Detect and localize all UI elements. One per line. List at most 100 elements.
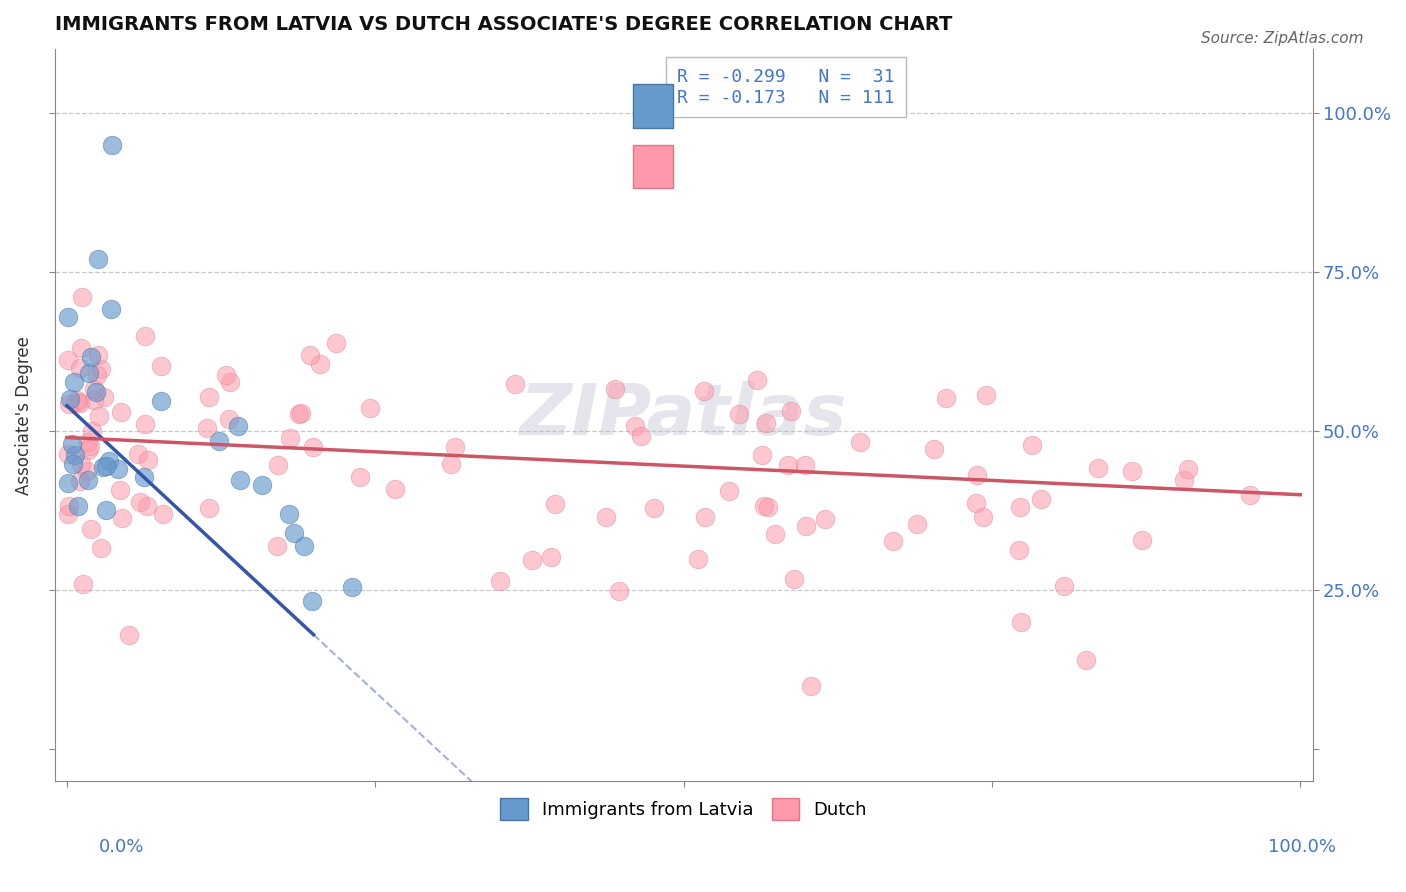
Point	[96, 459, 118, 474]
Point	[359, 401, 381, 415]
Point	[965, 496, 987, 510]
Point	[101, 137, 124, 152]
Point	[693, 384, 716, 398]
Point	[924, 442, 946, 457]
Point	[58, 500, 80, 514]
Point	[77, 366, 100, 380]
Point	[56, 447, 79, 461]
Point	[128, 494, 150, 508]
Point	[250, 478, 273, 492]
Point	[974, 388, 997, 402]
Point	[229, 473, 252, 487]
Point	[283, 525, 305, 540]
Point	[935, 392, 957, 406]
Point	[814, 511, 837, 525]
Point	[630, 429, 652, 443]
Point	[299, 348, 322, 362]
Point	[118, 628, 141, 642]
Point	[218, 412, 240, 426]
Point	[219, 376, 242, 390]
Point	[540, 550, 562, 565]
Point	[693, 509, 716, 524]
Point	[93, 390, 115, 404]
Point	[77, 473, 100, 487]
Point	[90, 541, 112, 555]
Point	[80, 350, 103, 364]
FancyBboxPatch shape	[633, 145, 673, 188]
Point	[67, 395, 90, 409]
Text: ZIPatlas: ZIPatlas	[520, 381, 848, 450]
Point	[340, 580, 363, 594]
Point	[717, 484, 740, 499]
Point	[544, 497, 567, 511]
Point	[80, 522, 103, 536]
Point	[70, 342, 93, 356]
Point	[267, 458, 290, 473]
Point	[152, 507, 174, 521]
Point	[1010, 500, 1032, 514]
Point	[58, 397, 80, 411]
Point	[794, 518, 817, 533]
Point	[76, 435, 98, 450]
Point	[1121, 464, 1143, 478]
Point	[195, 421, 218, 435]
Point	[84, 385, 107, 400]
Point	[1010, 615, 1032, 629]
Point	[136, 500, 159, 514]
Point	[503, 377, 526, 392]
Point	[58, 507, 80, 521]
Point	[623, 419, 645, 434]
Point	[107, 462, 129, 476]
Point	[134, 328, 156, 343]
Point	[686, 551, 709, 566]
Point	[56, 476, 79, 491]
Legend: Immigrants from Latvia, Dutch: Immigrants from Latvia, Dutch	[494, 790, 875, 827]
Point	[150, 393, 173, 408]
Point	[444, 440, 467, 454]
Point	[439, 457, 461, 471]
Point	[87, 409, 110, 424]
Point	[134, 417, 156, 431]
Point	[287, 407, 309, 421]
Point	[1173, 473, 1195, 487]
Text: R = -0.299   N =  31
R = -0.173   N = 111: R = -0.299 N = 31 R = -0.173 N = 111	[678, 68, 894, 106]
Point	[94, 503, 117, 517]
Point	[108, 483, 131, 498]
Point	[905, 517, 928, 532]
Point	[603, 382, 626, 396]
Point	[779, 404, 801, 418]
Point	[79, 439, 101, 453]
Point	[800, 679, 823, 693]
Point	[278, 507, 301, 521]
Point	[793, 458, 815, 472]
Point	[1021, 437, 1043, 451]
Point	[595, 510, 617, 524]
Point	[972, 510, 994, 524]
Point	[76, 464, 98, 478]
Point	[87, 252, 110, 267]
Point	[763, 527, 786, 541]
Point	[226, 418, 249, 433]
Point	[66, 392, 89, 407]
Point	[58, 353, 80, 368]
Point	[86, 368, 108, 382]
Point	[290, 407, 312, 421]
Point	[1087, 460, 1109, 475]
Point	[136, 452, 159, 467]
Point	[1031, 492, 1053, 507]
Point	[83, 382, 105, 396]
Point	[488, 574, 510, 588]
Point	[90, 362, 112, 376]
Point	[302, 440, 325, 454]
Point	[100, 301, 122, 316]
Point	[82, 424, 104, 438]
Point	[384, 482, 406, 496]
Point	[966, 468, 988, 483]
FancyBboxPatch shape	[633, 84, 673, 128]
Point	[349, 469, 371, 483]
Y-axis label: Associate's Degree: Associate's Degree	[15, 335, 32, 495]
Point	[607, 584, 630, 599]
Point	[69, 475, 91, 489]
Point	[63, 449, 86, 463]
Point	[66, 500, 89, 514]
